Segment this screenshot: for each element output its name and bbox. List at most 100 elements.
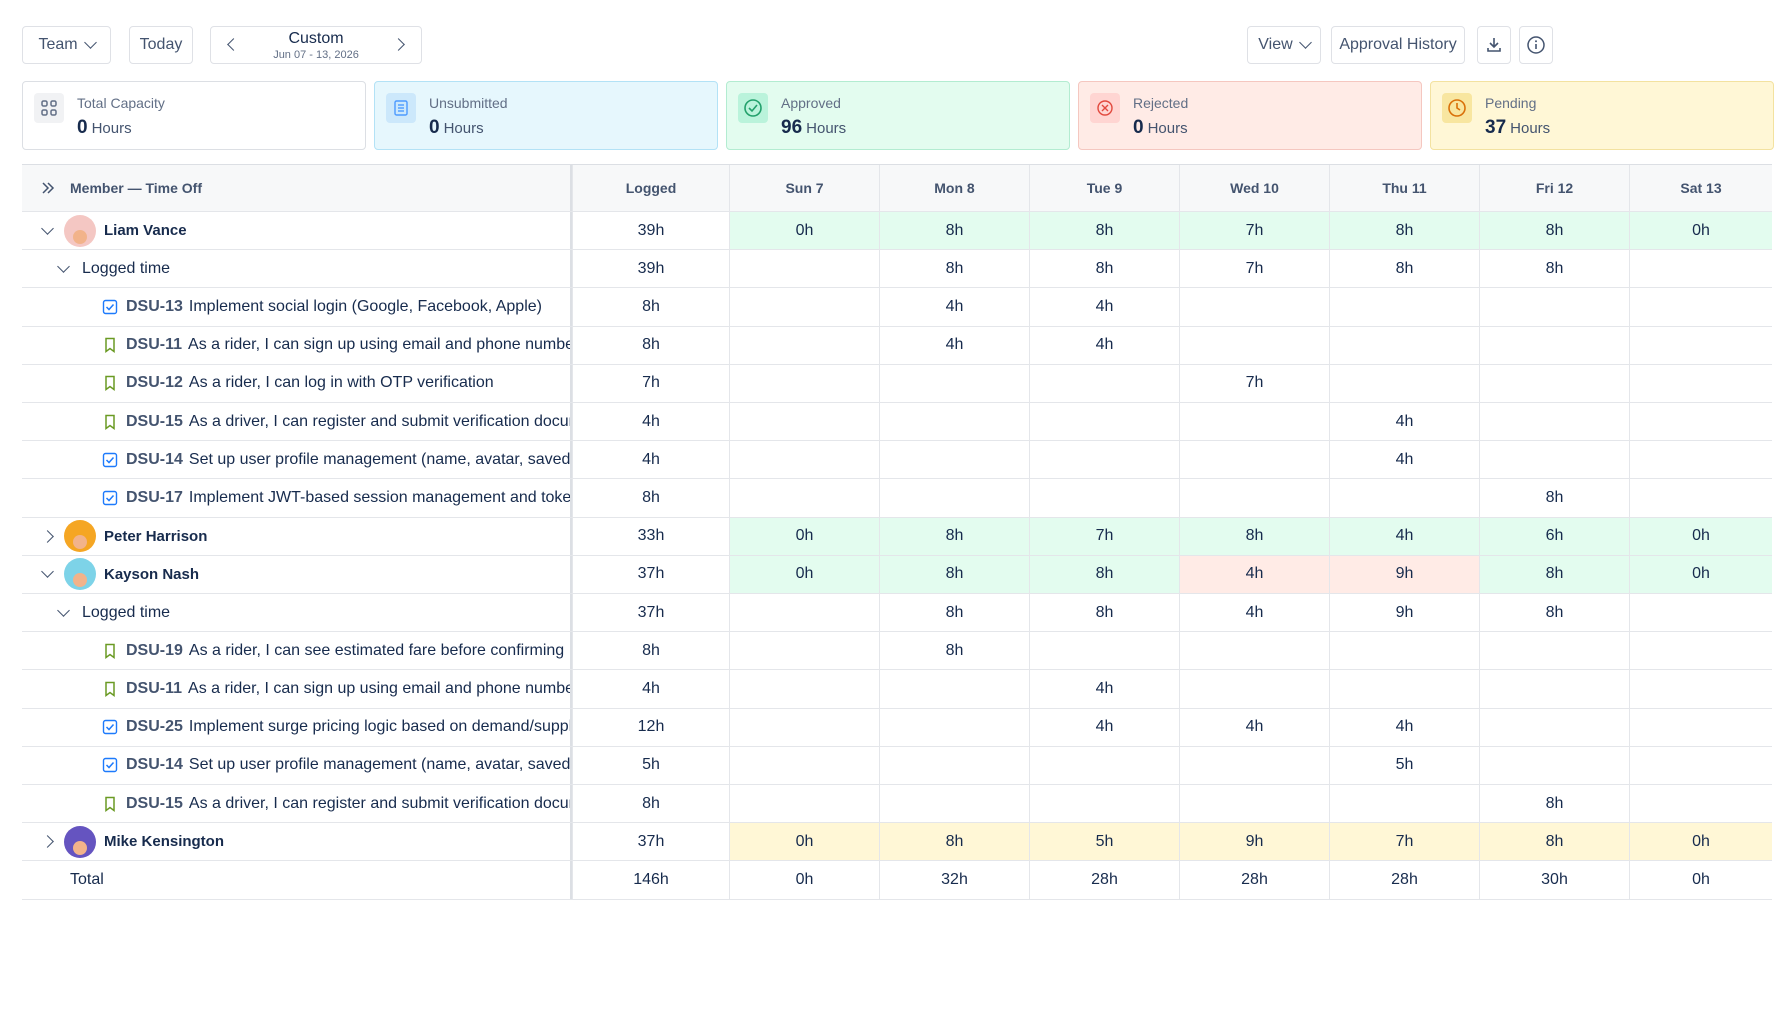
day-cell[interactable]: 9h: [1329, 594, 1479, 632]
day-cell[interactable]: [1629, 326, 1772, 364]
day-cell[interactable]: 8h: [879, 823, 1029, 861]
day-cell[interactable]: 4h: [1329, 403, 1479, 441]
issue-key[interactable]: DSU-15: [126, 412, 183, 430]
day-cell[interactable]: [1629, 594, 1772, 632]
day-cell[interactable]: 32h: [879, 861, 1029, 899]
day-cell[interactable]: [1479, 326, 1629, 364]
day-cell[interactable]: [1629, 785, 1772, 823]
day-cell[interactable]: [1629, 746, 1772, 784]
day-cell[interactable]: [1629, 364, 1772, 402]
day-cell[interactable]: 8h: [879, 250, 1029, 288]
member-name[interactable]: Liam Vance: [104, 222, 187, 240]
day-cell[interactable]: [1179, 441, 1329, 479]
day-cell[interactable]: [1479, 746, 1629, 784]
day-cell[interactable]: 28h: [1329, 861, 1479, 899]
day-cell[interactable]: 8h: [1479, 555, 1629, 593]
day-cell[interactable]: 0h: [1629, 212, 1772, 250]
day-cell[interactable]: 8h: [1479, 785, 1629, 823]
day-cell[interactable]: [1029, 632, 1179, 670]
day-cell[interactable]: [1629, 670, 1772, 708]
day-cell[interactable]: 9h: [1179, 823, 1329, 861]
day-cell[interactable]: [1629, 403, 1772, 441]
day-cell[interactable]: 4h: [1329, 708, 1479, 746]
day-cell[interactable]: 4h: [879, 288, 1029, 326]
day-cell[interactable]: 0h: [1629, 555, 1772, 593]
day-cell[interactable]: [729, 670, 879, 708]
team-dropdown[interactable]: Team: [22, 26, 111, 64]
day-cell[interactable]: [1479, 708, 1629, 746]
issue-key[interactable]: DSU-11: [126, 336, 183, 354]
today-button[interactable]: Today: [129, 26, 193, 64]
day-cell[interactable]: 8h: [1479, 250, 1629, 288]
day-cell[interactable]: [1029, 746, 1179, 784]
day-cell[interactable]: [879, 785, 1029, 823]
chevron-down-icon[interactable]: [40, 221, 54, 235]
day-cell[interactable]: 7h: [1029, 517, 1179, 555]
day-cell[interactable]: [729, 441, 879, 479]
day-cell[interactable]: [1029, 441, 1179, 479]
day-cell[interactable]: [1179, 746, 1329, 784]
day-cell[interactable]: 8h: [879, 517, 1029, 555]
day-cell[interactable]: 28h: [1179, 861, 1329, 899]
day-cell[interactable]: [879, 746, 1029, 784]
day-cell[interactable]: [729, 364, 879, 402]
day-cell[interactable]: 8h: [1029, 212, 1179, 250]
day-cell[interactable]: [1629, 288, 1772, 326]
day-cell[interactable]: 0h: [1629, 517, 1772, 555]
day-cell[interactable]: [1179, 326, 1329, 364]
chevron-right-icon[interactable]: [40, 835, 54, 849]
info-button[interactable]: [1519, 26, 1553, 64]
member-row[interactable]: Mike Kensington 37h 0h 8h 5h 9h 7h 8h 0h: [22, 823, 1772, 862]
day-cell[interactable]: [729, 632, 879, 670]
issue-key[interactable]: DSU-11: [126, 679, 183, 697]
day-cell[interactable]: 8h: [879, 212, 1029, 250]
day-cell[interactable]: 8h: [879, 632, 1029, 670]
member-row[interactable]: Liam Vance 39h 0h 8h 8h 7h 8h 8h 0h: [22, 212, 1772, 251]
day-cell[interactable]: [1179, 403, 1329, 441]
day-cell[interactable]: 0h: [729, 212, 879, 250]
day-cell[interactable]: [729, 708, 879, 746]
day-cell[interactable]: 0h: [729, 517, 879, 555]
day-cell[interactable]: [729, 288, 879, 326]
day-cell[interactable]: 7h: [1179, 250, 1329, 288]
member-row[interactable]: Peter Harrison 33h 0h 8h 7h 8h 4h 6h 0h: [22, 517, 1772, 556]
day-cell[interactable]: 6h: [1479, 517, 1629, 555]
day-cell[interactable]: 8h: [879, 594, 1029, 632]
day-cell[interactable]: [1479, 288, 1629, 326]
day-cell[interactable]: 30h: [1479, 861, 1629, 899]
issue-key[interactable]: DSU-19: [126, 641, 183, 659]
chevron-down-icon[interactable]: [40, 565, 54, 579]
day-cell[interactable]: [1029, 479, 1179, 517]
day-cell[interactable]: 8h: [1179, 517, 1329, 555]
approval-history-button[interactable]: Approval History: [1331, 26, 1465, 64]
day-cell[interactable]: 7h: [1329, 823, 1479, 861]
view-dropdown[interactable]: View: [1247, 26, 1321, 64]
day-cell[interactable]: 4h: [1179, 594, 1329, 632]
day-cell[interactable]: 7h: [1179, 364, 1329, 402]
issue-key[interactable]: DSU-12: [126, 374, 183, 392]
issue-key[interactable]: DSU-13: [126, 297, 183, 315]
day-cell[interactable]: 4h: [1179, 555, 1329, 593]
day-cell[interactable]: 4h: [1029, 670, 1179, 708]
day-cell[interactable]: [1329, 364, 1479, 402]
chevron-right-icon[interactable]: [40, 529, 54, 543]
day-cell[interactable]: 0h: [729, 823, 879, 861]
day-cell[interactable]: [729, 250, 879, 288]
day-cell[interactable]: 0h: [729, 555, 879, 593]
member-name[interactable]: Peter Harrison: [104, 527, 208, 545]
day-cell[interactable]: 4h: [1329, 517, 1479, 555]
day-cell[interactable]: [879, 670, 1029, 708]
day-cell[interactable]: 5h: [1029, 823, 1179, 861]
day-cell[interactable]: 4h: [1029, 326, 1179, 364]
day-cell[interactable]: [879, 441, 1029, 479]
day-cell[interactable]: [729, 403, 879, 441]
day-cell[interactable]: 8h: [1479, 594, 1629, 632]
day-cell[interactable]: [1029, 364, 1179, 402]
day-cell[interactable]: [729, 785, 879, 823]
day-cell[interactable]: [1629, 632, 1772, 670]
day-cell[interactable]: 4h: [879, 326, 1029, 364]
day-cell[interactable]: [729, 326, 879, 364]
day-cell[interactable]: 0h: [1629, 861, 1772, 899]
day-cell[interactable]: [879, 403, 1029, 441]
day-cell[interactable]: [1479, 632, 1629, 670]
